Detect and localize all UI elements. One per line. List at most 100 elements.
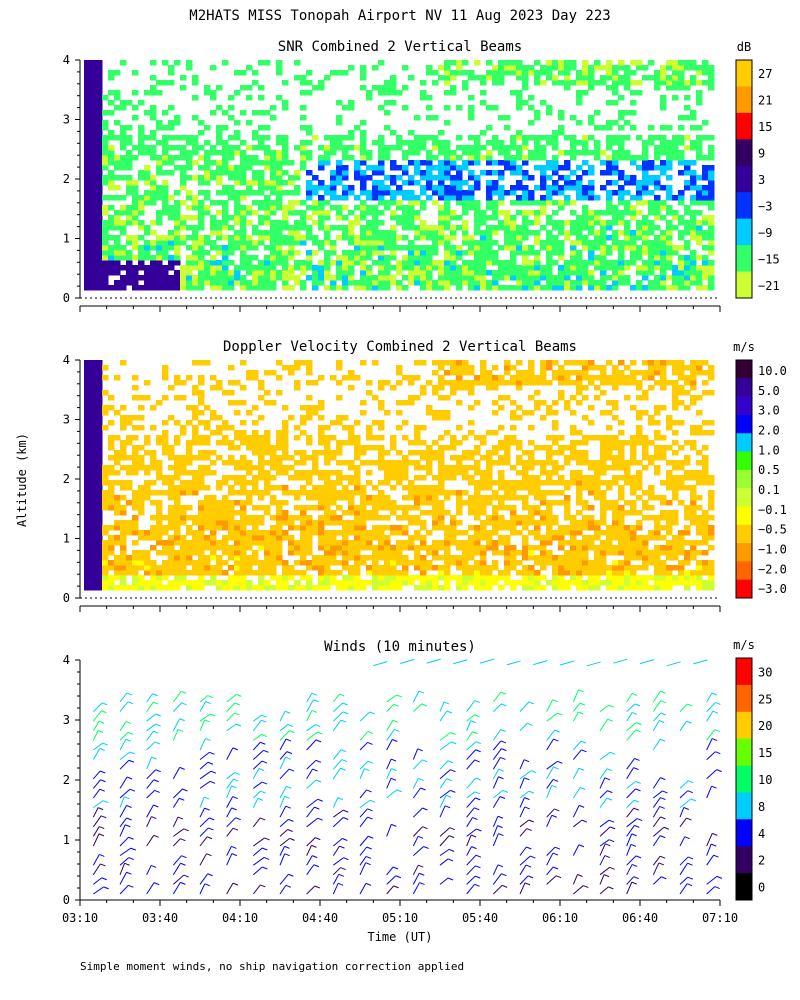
field-cell	[234, 560, 241, 566]
field-cell	[162, 550, 169, 556]
field-cell	[378, 275, 385, 281]
field-cell	[372, 575, 379, 581]
field-cell	[246, 210, 253, 216]
field-cell	[504, 155, 511, 161]
field-cell	[420, 170, 427, 176]
field-cell	[660, 140, 667, 146]
field-cell	[402, 105, 409, 111]
field-cell	[150, 500, 157, 506]
field-cell	[576, 220, 583, 226]
field-cell	[114, 260, 121, 266]
field-cell	[90, 245, 97, 251]
field-cell	[540, 205, 547, 211]
field-cell	[420, 510, 427, 516]
field-cell	[96, 140, 103, 146]
field-cell	[486, 215, 493, 221]
field-cell	[156, 140, 163, 146]
field-cell	[156, 570, 163, 576]
field-cell	[402, 180, 409, 186]
field-cell	[96, 420, 103, 426]
field-cell	[504, 230, 511, 236]
field-cell	[546, 520, 553, 526]
field-cell	[108, 485, 115, 491]
field-cell	[612, 90, 619, 96]
field-cell	[168, 275, 175, 281]
field-cell	[450, 225, 457, 231]
field-cell	[684, 105, 691, 111]
field-cell	[414, 260, 421, 266]
field-cell	[510, 155, 517, 161]
field-cell	[312, 210, 319, 216]
field-cell	[534, 570, 541, 576]
field-cell	[564, 480, 571, 486]
field-cell	[252, 70, 259, 76]
field-cell	[186, 450, 193, 456]
field-cell	[102, 480, 109, 486]
field-cell	[276, 430, 283, 436]
field-cell	[474, 175, 481, 181]
field-cell	[282, 435, 289, 441]
field-cell	[582, 270, 589, 276]
field-cell	[174, 585, 181, 591]
field-cell	[198, 175, 205, 181]
field-cell	[246, 220, 253, 226]
field-cell	[396, 545, 403, 551]
field-cell	[486, 240, 493, 246]
field-cell	[282, 145, 289, 151]
field-cell	[432, 225, 439, 231]
field-cell	[342, 195, 349, 201]
field-cell	[462, 250, 469, 256]
field-cell	[516, 170, 523, 176]
field-cell	[270, 585, 277, 591]
field-cell	[570, 220, 577, 226]
field-cell	[504, 565, 511, 571]
field-cell	[582, 240, 589, 246]
field-cell	[180, 155, 187, 161]
field-cell	[402, 85, 409, 91]
field-cell	[264, 275, 271, 281]
field-cell	[438, 505, 445, 511]
field-cell	[540, 185, 547, 191]
field-cell	[228, 565, 235, 571]
field-cell	[696, 70, 703, 76]
field-cell	[348, 440, 355, 446]
field-cell	[252, 450, 259, 456]
field-cell	[372, 230, 379, 236]
field-cell	[156, 185, 163, 191]
field-cell	[432, 185, 439, 191]
field-cell	[108, 585, 115, 591]
field-cell	[468, 75, 475, 81]
field-cell	[672, 225, 679, 231]
field-cell	[522, 220, 529, 226]
field-cell	[444, 210, 451, 216]
field-cell	[426, 150, 433, 156]
field-cell	[96, 365, 103, 371]
field-cell	[660, 65, 667, 71]
field-cell	[600, 125, 607, 131]
field-cell	[180, 170, 187, 176]
field-cell	[90, 75, 97, 81]
field-cell	[114, 520, 121, 526]
field-cell	[402, 155, 409, 161]
field-cell	[528, 175, 535, 181]
field-cell	[360, 500, 367, 506]
field-cell	[690, 250, 697, 256]
field-cell	[186, 175, 193, 181]
field-cell	[312, 460, 319, 466]
field-cell	[288, 240, 295, 246]
field-cell	[96, 510, 103, 516]
field-cell	[444, 550, 451, 556]
field-cell	[552, 210, 559, 216]
field-cell	[462, 365, 469, 371]
field-cell	[174, 395, 181, 401]
field-cell	[492, 280, 499, 286]
field-cell	[132, 435, 139, 441]
field-cell	[234, 175, 241, 181]
field-cell	[228, 380, 235, 386]
field-cell	[228, 135, 235, 141]
field-cell	[492, 375, 499, 381]
field-cell	[192, 255, 199, 261]
field-cell	[90, 130, 97, 136]
field-cell	[618, 275, 625, 281]
field-cell	[174, 240, 181, 246]
